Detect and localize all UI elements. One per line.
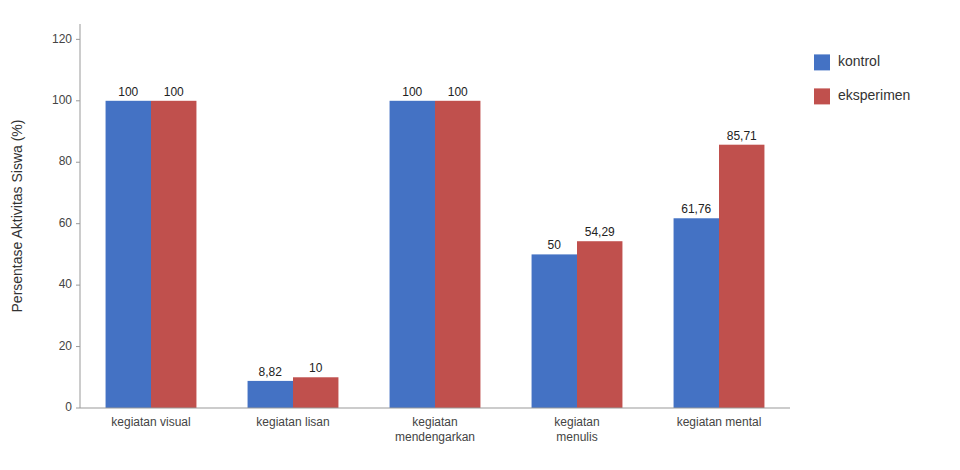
y-tick	[76, 100, 80, 101]
y-tick-label: 120	[52, 32, 72, 46]
data-label: 8,82	[259, 365, 283, 379]
legend-swatch	[814, 88, 830, 104]
x-tick-label-line: kegiatan	[554, 415, 599, 429]
bar	[390, 101, 435, 408]
bar	[435, 101, 480, 408]
y-tick	[76, 285, 80, 286]
data-label: 61,76	[681, 202, 711, 216]
y-tick-label: 100	[52, 93, 72, 107]
data-label: 100	[118, 85, 138, 99]
y-tick	[76, 223, 80, 224]
y-tick-label: 60	[59, 216, 73, 230]
data-label: 50	[548, 238, 562, 252]
bars	[106, 101, 765, 408]
x-axis-line	[80, 408, 790, 409]
data-label: 100	[448, 85, 468, 99]
x-tick-label-line: mendengarkan	[395, 430, 475, 444]
legend-swatch	[814, 54, 830, 70]
y-tick	[76, 408, 80, 409]
bar	[106, 101, 151, 408]
y-axis-line	[80, 24, 81, 408]
y-tick-label: 40	[59, 277, 73, 291]
x-tick-label-line: kegiatan mental	[677, 415, 762, 429]
chart-svg: 100 8,82 100 50 61,76 100 10 100 54,29 85,71 0 20 40…	[0, 0, 960, 470]
x-tick-label-line: kegiatan lisan	[256, 415, 329, 429]
data-label: 100	[402, 85, 422, 99]
y-axis-label: Persentase Aktivitas Siswa (%)	[9, 120, 25, 313]
x-tick-label-line: kegiatan visual	[111, 415, 190, 429]
y-tick	[76, 346, 80, 347]
x-tick-label: kegiatanmendengarkan	[395, 415, 475, 444]
bar	[532, 254, 577, 408]
bar	[674, 218, 719, 408]
bar	[293, 377, 338, 408]
chart-container: 100 8,82 100 50 61,76 100 10 100 54,29 85,71 0 20 40…	[0, 0, 960, 470]
legend-label: eksperimen	[838, 87, 910, 103]
x-tick-label: kegiatan mental	[677, 415, 762, 429]
data-label: 100	[164, 85, 184, 99]
bar	[719, 145, 764, 408]
bar	[151, 101, 196, 408]
data-label: 54,29	[585, 225, 615, 239]
legend-label: kontrol	[838, 53, 880, 69]
y-tick	[76, 39, 80, 40]
y-tick-label: 80	[59, 154, 73, 168]
data-label: 85,71	[727, 129, 757, 143]
y-tick-label: 0	[65, 400, 72, 414]
x-tick-label-line: menulis	[556, 430, 597, 444]
bar	[577, 241, 622, 408]
x-tick-label-line: kegiatan	[412, 415, 457, 429]
data-label: 10	[309, 361, 323, 375]
y-tick	[76, 162, 80, 163]
x-tick-label: kegiatanmenulis	[554, 415, 599, 444]
bar	[248, 381, 293, 408]
x-tick-label: kegiatan lisan	[256, 415, 329, 429]
y-tick-label: 20	[59, 339, 73, 353]
x-tick-label: kegiatan visual	[111, 415, 190, 429]
